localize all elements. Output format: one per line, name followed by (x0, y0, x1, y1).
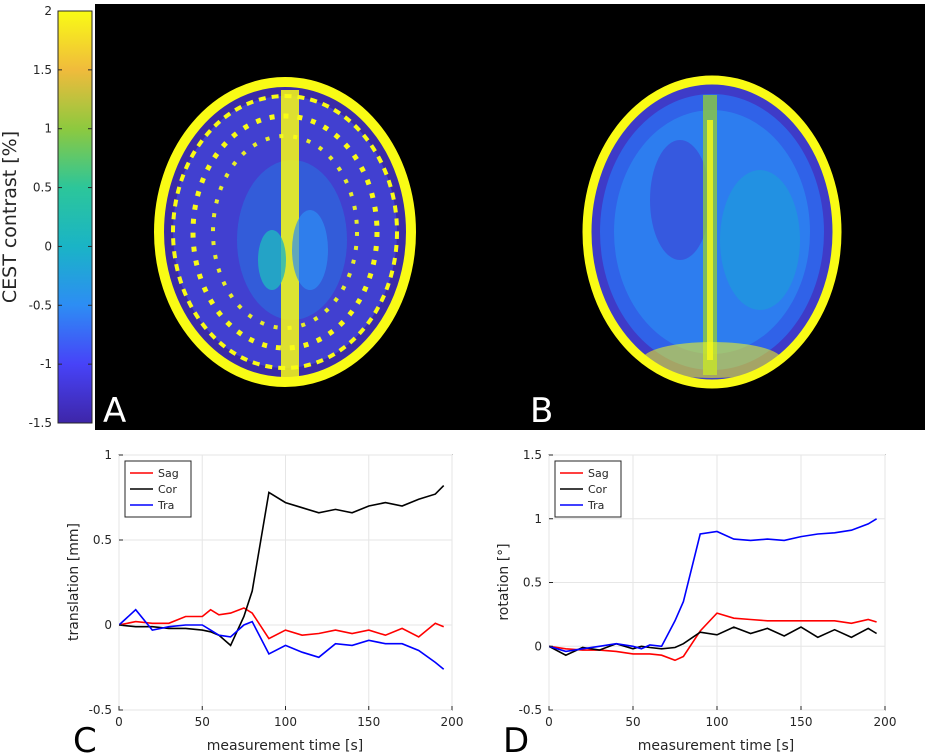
legend-label-sag: Sag (158, 467, 179, 480)
legend-label-tra: Tra (587, 499, 604, 512)
y-tick-label: 1.5 (523, 448, 542, 462)
colorbar: 2 1.5 1 0.5 0 -0.5 -1 -1.5 CEST contrast [%] (0, 4, 93, 430)
x-tick-label: 0 (115, 715, 123, 729)
y-tick-label: -0.5 (519, 703, 542, 717)
colorbar-strip (57, 10, 93, 424)
y-tick-label: 0.5 (93, 533, 112, 547)
panel-d-label: D (503, 721, 529, 755)
legend-label-cor: Cor (588, 483, 607, 496)
x-tick-label: 0 (545, 715, 553, 729)
colorbar-tick-label: -1.5 (29, 416, 52, 430)
chart-d-legend: Sag Cor Tra (554, 460, 622, 518)
x-tick-label: 50 (195, 715, 210, 729)
chart-d-ylabel: rotation [°] (496, 543, 512, 620)
colorbar-ticks: 2 1.5 1 0.5 0 -0.5 -1 -1.5 (29, 4, 92, 430)
chart-c-lines (119, 485, 445, 670)
chart-d-y-ticks: -0.5 0 0.5 1 1.5 (519, 448, 553, 717)
series-line-sag (119, 607, 445, 640)
panel-a-image: A (95, 4, 508, 431)
x-tick-label: 150 (790, 715, 813, 729)
legend-label-sag: Sag (588, 467, 609, 480)
chart-c-x-ticks: 0 50 100 150 200 (115, 706, 463, 729)
brain-slice-a (154, 77, 416, 387)
y-tick-label: 0 (534, 639, 542, 653)
chart-d-lines (549, 518, 878, 662)
x-tick-label: 200 (441, 715, 464, 729)
x-tick-label: 150 (357, 715, 380, 729)
colorbar-tick-label: -1 (40, 357, 52, 371)
colorbar-tick-label: 1.5 (33, 63, 52, 77)
x-tick-label: 100 (274, 715, 297, 729)
y-tick-label: 1 (534, 512, 542, 526)
chart-c-y-ticks: -0.5 0 0.5 1 (89, 448, 123, 717)
chart-d-x-ticks: 0 50 100 150 200 (545, 706, 896, 729)
legend-label-tra: Tra (157, 499, 174, 512)
series-line-sag (549, 612, 877, 662)
panel-c-label: C (73, 721, 97, 755)
y-tick-label: 0.5 (523, 576, 542, 590)
colorbar-tick-label: 1 (44, 122, 52, 136)
colorbar-tick-label: 0.5 (33, 181, 52, 195)
colorbar-tick-label: 0 (44, 239, 52, 253)
colorbar-label: CEST contrast [%] (0, 131, 21, 303)
y-tick-label: 0 (104, 618, 112, 632)
brain-slice-b (582, 75, 842, 389)
y-tick-label: 1 (104, 448, 112, 462)
series-line-tra (119, 608, 445, 670)
panel-a-label: A (103, 391, 126, 431)
x-tick-label: 200 (874, 715, 897, 729)
chart-c-legend: Sag Cor Tra (124, 460, 192, 518)
colorbar-tick-label: -0.5 (29, 298, 52, 312)
chart-c-xlabel: measurement time [s] (207, 738, 363, 754)
y-tick-label: -0.5 (89, 703, 112, 717)
series-line-cor (119, 485, 445, 647)
series-line-tra (549, 518, 878, 653)
x-tick-label: 100 (706, 715, 729, 729)
chart-d-xlabel: measurement time [s] (638, 738, 794, 754)
chart-c-ylabel: translation [mm] (66, 523, 82, 641)
panel-b-label: B (530, 391, 553, 431)
series-line-cor (549, 626, 878, 657)
colorbar-tick-label: 2 (44, 4, 52, 18)
panel-b-image: B (508, 4, 925, 431)
x-tick-label: 50 (625, 715, 640, 729)
legend-label-cor: Cor (158, 483, 177, 496)
